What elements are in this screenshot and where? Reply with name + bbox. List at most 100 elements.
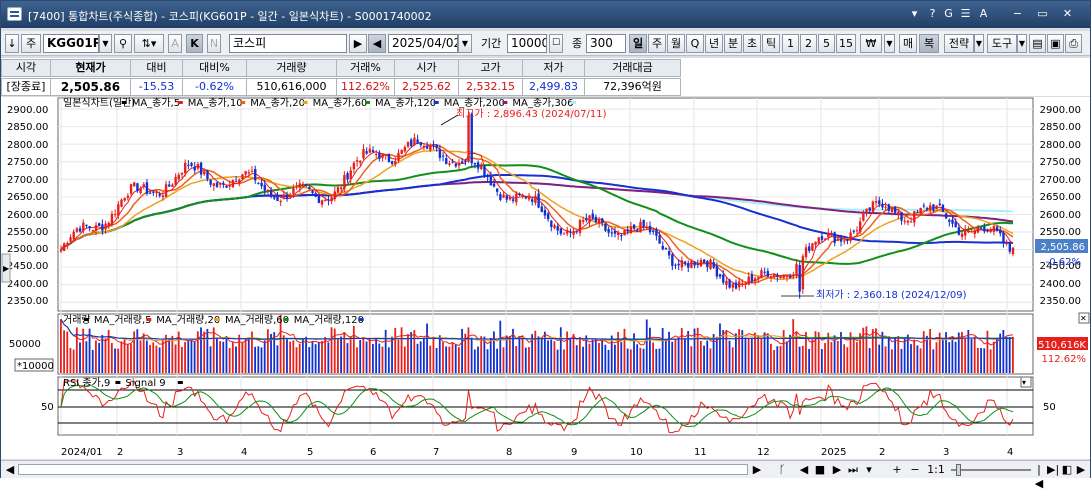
tools-button[interactable]: 도구	[987, 34, 1017, 53]
close-icon[interactable]: ✕	[1062, 7, 1073, 20]
interval-day[interactable]: 일	[629, 34, 647, 53]
currency-button[interactable]: ₩	[860, 34, 882, 53]
volume-bar	[145, 340, 148, 373]
time-button-k[interactable]: K	[186, 34, 203, 53]
zoom-ratio[interactable]: 1:1	[927, 463, 945, 476]
close-icon[interactable]: ✕	[1080, 314, 1087, 323]
count-toggle-icon[interactable]: ☐	[549, 34, 563, 53]
skip-end-icon[interactable]: ⏭	[848, 463, 858, 476]
scroll-right-icon[interactable]: ▶	[752, 463, 762, 476]
g-icon[interactable]: G	[944, 7, 953, 20]
time-button-a[interactable]: A	[168, 34, 182, 53]
help-icon[interactable]: ?	[929, 7, 936, 20]
trade-button[interactable]: 매	[899, 34, 917, 53]
volume-bar	[731, 347, 734, 373]
zoom-in-icon[interactable]: +	[892, 463, 902, 476]
minimize-icon[interactable]: −	[1012, 7, 1023, 20]
dropdown-icon[interactable]: ▾	[1022, 378, 1026, 387]
play-icon[interactable]: ▶	[832, 463, 842, 476]
print-icon[interactable]: ⎙	[1065, 34, 1082, 53]
date-input[interactable]: 2025/04/02	[388, 34, 458, 53]
interval-quarter[interactable]: Q	[686, 34, 704, 53]
legend-swatch	[240, 101, 246, 104]
left-collapse-icon[interactable]: ▶	[3, 264, 10, 273]
code-dropdown-icon[interactable]: ▼	[99, 34, 112, 53]
zoom-slider-thumb[interactable]	[956, 464, 961, 476]
volume-bar	[738, 329, 740, 373]
volume-bar	[101, 334, 104, 373]
maximize-icon[interactable]: ▭	[1037, 7, 1048, 20]
interval-week[interactable]: 주	[648, 34, 666, 53]
sort-icon[interactable]: ⇅▾	[134, 34, 164, 53]
x-axis-tick: 3	[177, 447, 183, 458]
legend-label: MA_거래량,60	[225, 314, 289, 326]
stock-name-field[interactable]: 코스피	[229, 34, 347, 53]
candle-body	[515, 193, 518, 203]
rsi-pane-menu-button[interactable]	[1020, 376, 1032, 388]
candle-body	[467, 115, 470, 162]
rsi-pane[interactable]	[57, 376, 1034, 436]
type-select[interactable]: 주	[21, 34, 41, 53]
left-collapse-button[interactable]	[1, 253, 11, 283]
price-axis-tick: 2650.00	[1040, 192, 1081, 203]
candle-body	[311, 190, 314, 194]
last-page-icon[interactable]: ▶|	[1047, 463, 1060, 476]
scroll-left-icon[interactable]: ◀	[5, 463, 15, 476]
stop-icon[interactable]: ■	[814, 463, 826, 476]
time-button-n[interactable]: N	[207, 34, 221, 53]
down-arrow-button[interactable]: ↓	[5, 34, 19, 53]
search-icon[interactable]: ⚲	[114, 34, 132, 53]
interval-tick[interactable]: 틱	[762, 34, 780, 53]
save-icon[interactable]: ▣	[1047, 34, 1064, 53]
code-input[interactable]: KGG01P	[43, 34, 99, 53]
interval-15[interactable]: 15	[836, 34, 856, 53]
candle-body	[871, 201, 875, 213]
strategy-dropdown-icon[interactable]: ▼	[974, 34, 984, 53]
candle-body	[737, 281, 741, 288]
volume-bar	[410, 332, 413, 373]
interval-month[interactable]: 월	[667, 34, 685, 53]
next-icon[interactable]: ▶	[349, 34, 367, 53]
chart-area[interactable]: 2900.00 2850.00 2800.00 2750.00 2700.00 …	[1, 97, 1090, 459]
candle-body	[874, 200, 878, 203]
layout-icon[interactable]: ▤	[1029, 34, 1046, 53]
interval-minute[interactable]: 분	[724, 34, 742, 53]
jump-icon[interactable]: ᚴ	[778, 463, 786, 476]
volume-bar	[614, 344, 616, 373]
strategy-button[interactable]: 전략	[944, 34, 974, 53]
zoom-out-icon[interactable]: −	[910, 463, 920, 476]
interval-2[interactable]: 2	[800, 34, 817, 53]
bottom-scrollbar[interactable]: ◀ ▶ ᚴ ◀ ■ ▶ ⏭ ▾ + − 1:1 |◀ ▶| ◧ ▶	[1, 460, 1090, 490]
scroll-track[interactable]	[18, 464, 748, 475]
count-input[interactable]: 300	[586, 34, 626, 53]
candle-body	[266, 189, 270, 192]
date-dropdown-icon[interactable]: ▼	[458, 34, 472, 53]
play-back-icon[interactable]: ◀	[799, 463, 809, 476]
restore-button[interactable]: 복	[919, 34, 939, 53]
title-bar[interactable]: [7400] 통합차트(주식종합) - 코스피(KG601P - 일간 - 일본…	[1, 1, 1090, 28]
candle-body	[413, 137, 416, 146]
interval-1[interactable]: 1	[782, 34, 799, 53]
speed-dropdown-icon[interactable]: ▾	[866, 463, 872, 476]
first-page-icon[interactable]: |◀	[1034, 463, 1044, 490]
interval-year[interactable]: 년	[705, 34, 723, 53]
candle-body	[995, 226, 999, 232]
rsi-signal-line	[60, 384, 1014, 428]
scroll-end-icon[interactable]: ▶	[1076, 463, 1086, 476]
menu-icon[interactable]: ☰	[960, 7, 971, 20]
interval-second[interactable]: 초	[743, 34, 761, 53]
currency-dropdown-icon[interactable]: ▼	[884, 34, 895, 53]
dropdown-icon[interactable]: ▾	[911, 7, 918, 20]
price-pane[interactable]	[57, 97, 1034, 312]
zoom-slider-track[interactable]	[951, 469, 1031, 471]
layout-view-icon[interactable]: ◧	[1061, 463, 1073, 476]
volume-pane-close-button[interactable]	[1078, 312, 1090, 324]
volume-bar	[63, 330, 65, 373]
font-icon[interactable]: A	[979, 7, 988, 20]
prev-icon[interactable]: ◀	[368, 34, 386, 53]
chart-svg[interactable]: 2900.00 2850.00 2800.00 2750.00 2700.00 …	[1, 97, 1090, 459]
candle-body	[753, 278, 757, 282]
period-input[interactable]: 10000	[507, 34, 547, 53]
tools-dropdown-icon[interactable]: ▼	[1017, 34, 1027, 53]
interval-5[interactable]: 5	[818, 34, 835, 53]
